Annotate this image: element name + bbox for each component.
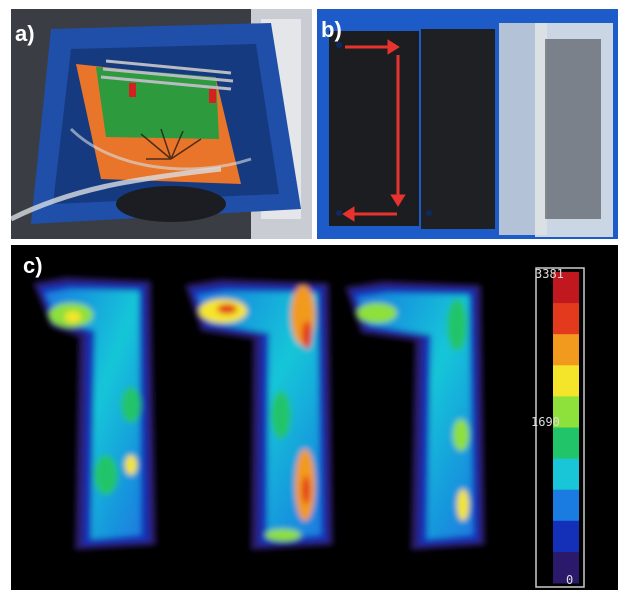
- colorbar-band: [553, 458, 579, 491]
- colorbar-frame: [535, 267, 585, 588]
- colorbar-band: [553, 334, 579, 366]
- panel-a-label: a): [15, 21, 35, 46]
- heatmap-shape-3: [345, 281, 485, 550]
- colorbar-band: [553, 303, 579, 335]
- heatmap-shape-1: [33, 277, 156, 550]
- colorbar-max-label: 3381: [535, 267, 564, 281]
- heatmap-shape-2: [185, 279, 333, 550]
- panel-b: b): [317, 9, 618, 239]
- colorbar-band: [553, 427, 579, 460]
- colorbar-band: [553, 551, 579, 584]
- colorbar-band: [553, 365, 579, 397]
- colorbar-mid-label: 1690: [531, 415, 560, 429]
- panel-a: a): [11, 9, 312, 239]
- colorbar-band: [553, 489, 579, 522]
- panel-a-photo: [11, 9, 312, 239]
- panel-b-photo: [317, 9, 618, 239]
- panel-c-label: c): [23, 253, 43, 278]
- colorbar-band: [553, 396, 579, 428]
- colorbar-band: [553, 520, 579, 553]
- panel-c-heatmap: [33, 267, 585, 588]
- panel-c: c) 3381 1690 0: [11, 245, 618, 590]
- panel-b-label: b): [321, 17, 342, 42]
- colorbar: [553, 272, 579, 584]
- colorbar-min-label: 0: [566, 573, 574, 587]
- panel-b-arrows: [342, 39, 406, 222]
- colorbar-band: [553, 272, 579, 304]
